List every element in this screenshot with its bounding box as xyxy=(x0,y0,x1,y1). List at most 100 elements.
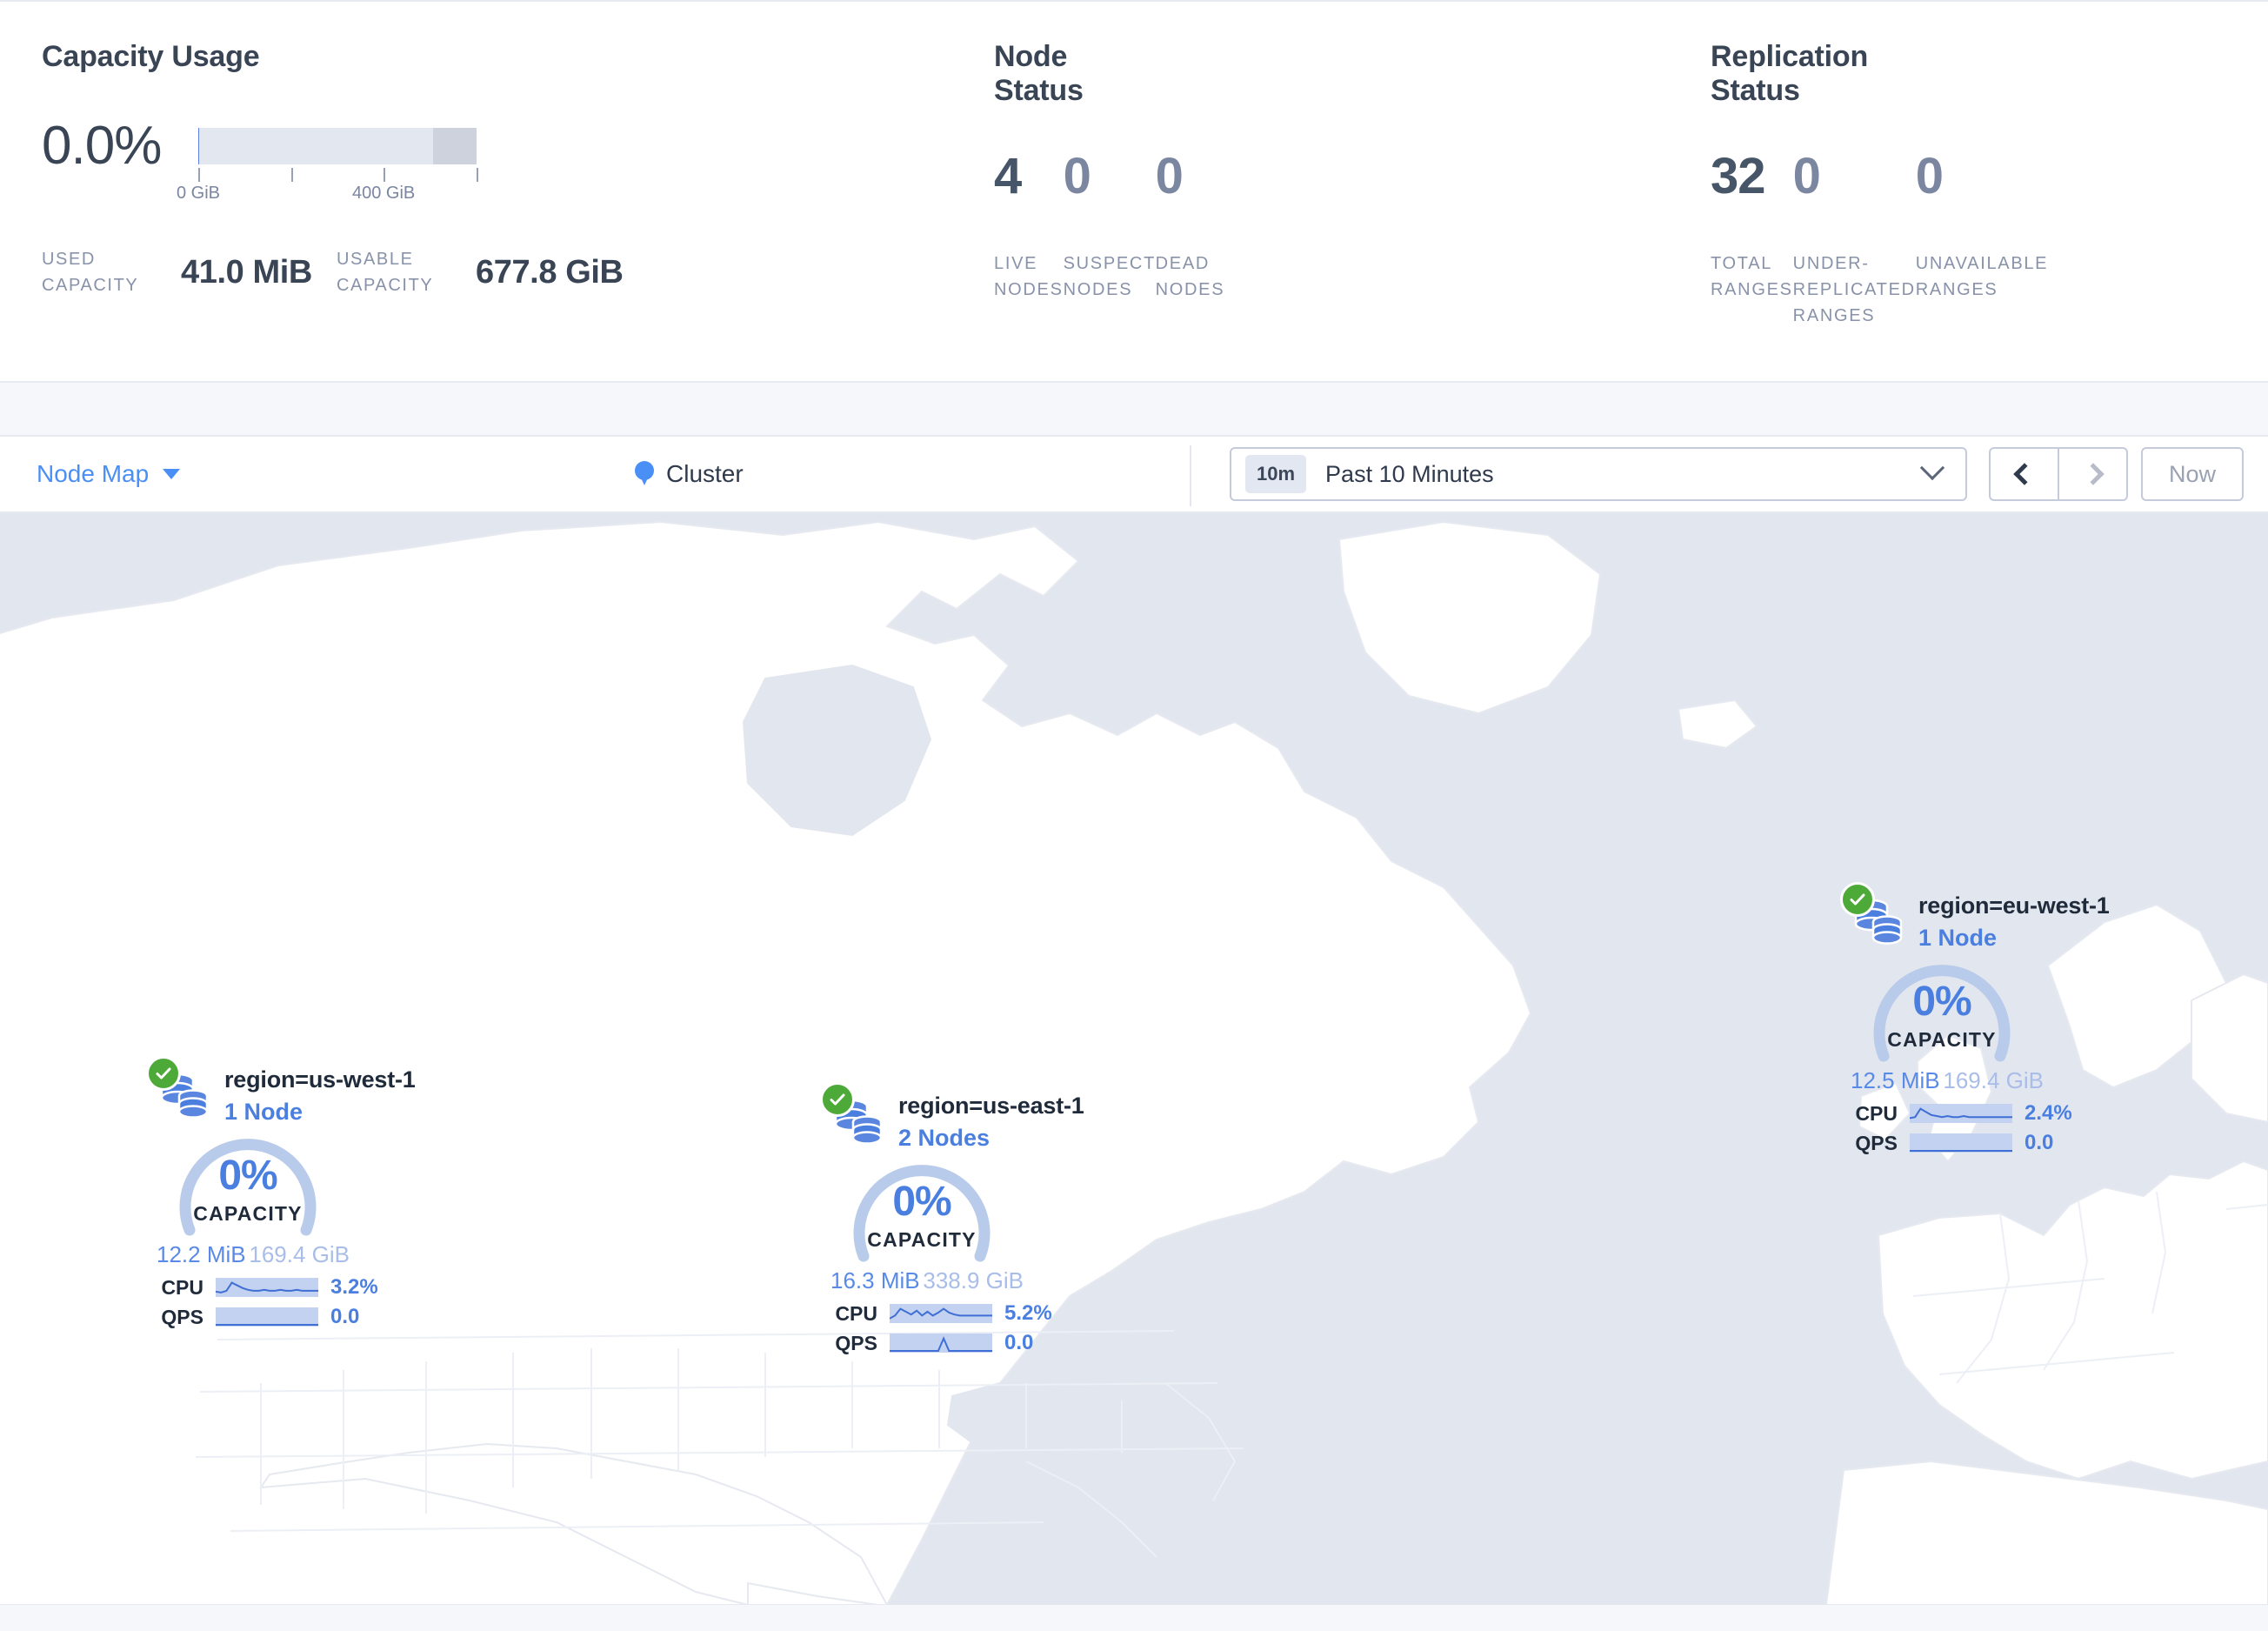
capacity-percent: 0.0% xyxy=(42,116,162,176)
time-next-button[interactable] xyxy=(2058,447,2128,501)
node-metric-row: QPS 0.0 xyxy=(830,1330,1052,1356)
database-stack-icon xyxy=(834,1099,883,1145)
capacity-gauge-arc xyxy=(853,1165,991,1262)
sparkline-graphic xyxy=(216,1281,318,1293)
node-total-bytes: 169.4 GiB xyxy=(249,1241,350,1267)
chevron-left-icon xyxy=(2012,463,2036,485)
node-capacity-sizes: 16.3 MiB 338.9 GiB xyxy=(830,1267,1024,1297)
capacity-axis-ticks: 0 GiB 400 GiB xyxy=(177,166,478,203)
node-map[interactable]: region=us-west-1 1 Node 0% CAPACITY 12.2 MiB… xyxy=(0,513,2268,1605)
map-pin-icon xyxy=(635,461,654,487)
now-button[interactable]: Now xyxy=(2141,447,2244,501)
capacity-gauge-arc xyxy=(179,1139,317,1236)
node-region-label: region=us-east-1 xyxy=(898,1093,1084,1119)
replication-status-stat-cell: 0 UNDER-REPLICATED RANGES xyxy=(1793,148,1916,329)
replication-status-stat-label: TOTAL RANGES xyxy=(1711,254,1793,299)
node-total-bytes: 169.4 GiB xyxy=(1943,1067,2044,1093)
capacity-usage-card: Capacity Usage 0.0% 0 GiB 400 GiB USED CA… xyxy=(0,2,991,381)
node-capacity-gauge: 0% CAPACITY xyxy=(157,1127,339,1236)
node-marker-header: region=us-west-1 1 Node xyxy=(146,1056,416,1127)
node-metric-row: QPS 0.0 xyxy=(157,1304,378,1330)
node-used-bytes: 16.3 MiB xyxy=(830,1267,920,1293)
node-marker-eu-west-1[interactable]: region=eu-west-1 1 Node 0% CAPACITY 12.5 MiB… xyxy=(1840,882,2110,1156)
node-count-label[interactable]: 2 Nodes xyxy=(898,1125,991,1151)
used-capacity-stat: USED CAPACITY 41.0 MiB xyxy=(42,246,312,298)
node-count-label[interactable]: 1 Node xyxy=(224,1099,304,1125)
node-capacity-gauge: 0% CAPACITY xyxy=(1851,953,2033,1062)
node-metric-value: 2.4% xyxy=(2025,1101,2072,1125)
node-capacity-percent: 0% xyxy=(1912,979,1971,1025)
node-metric-row: CPU 2.4% xyxy=(1851,1100,2072,1126)
node-status-stat-label: DEAD NODES xyxy=(1155,254,1225,299)
node-marker-labels: region=us-west-1 1 Node xyxy=(224,1066,416,1126)
used-capacity-label: USED CAPACITY xyxy=(42,250,139,295)
time-nav-group xyxy=(1989,447,2128,501)
capacity-axis-tick-label: 400 GiB xyxy=(351,184,416,203)
sparkline-graphic xyxy=(216,1324,318,1326)
capacity-bar-overhead-fill xyxy=(433,128,477,164)
node-metric-row: QPS 0.0 xyxy=(1851,1130,2072,1156)
usable-capacity-label: USABLE CAPACITY xyxy=(336,250,434,295)
capacity-gauge-arc xyxy=(1873,965,2011,1062)
node-status-stat-value: 4 xyxy=(994,148,1022,204)
capacity-bar-wrap: 0 GiB 400 GiB xyxy=(177,116,485,203)
node-metric-value: 0.0 xyxy=(2025,1131,2054,1154)
node-metric-sparkline xyxy=(216,1307,318,1327)
node-marker-us-east-1[interactable]: region=us-east-1 2 Nodes 0% CAPACITY 16.3 Mi… xyxy=(820,1082,1084,1356)
node-capacity-caption: CAPACITY xyxy=(1887,1028,1997,1051)
chevron-down-icon xyxy=(1919,455,1945,481)
capacity-bar-used-fill xyxy=(198,128,199,164)
check-circle-icon xyxy=(1840,882,1875,917)
node-metric-row: CPU 3.2% xyxy=(157,1274,378,1300)
check-circle-icon xyxy=(146,1056,181,1091)
node-capacity-gauge: 0% CAPACITY xyxy=(830,1153,1013,1262)
capacity-axis-tick-label: 0 GiB xyxy=(176,184,221,203)
node-used-bytes: 12.2 MiB xyxy=(157,1241,246,1267)
node-marker-us-west-1[interactable]: region=us-west-1 1 Node 0% CAPACITY 12.2 MiB… xyxy=(146,1056,416,1330)
node-capacity-sizes: 12.5 MiB 169.4 GiB xyxy=(1851,1067,2044,1097)
node-metric-label: CPU xyxy=(835,1301,877,1325)
node-status-stat-label: LIVE NODES xyxy=(994,254,1064,299)
node-marker-header: region=us-east-1 2 Nodes xyxy=(820,1082,1084,1153)
replication-status-stat-label: UNAVAILABLE RANGES xyxy=(1915,254,2049,299)
node-status-stat-cell: 0 DEAD NODES xyxy=(1156,148,1225,303)
time-range-selector[interactable]: 10m Past 10 Minutes xyxy=(1230,447,1967,501)
node-capacity-percent: 0% xyxy=(892,1179,951,1225)
node-metric-sparkline xyxy=(216,1278,318,1297)
node-metric-label: QPS xyxy=(835,1331,877,1354)
capacity-axis-tick xyxy=(384,168,386,182)
node-metric-sparkline xyxy=(890,1304,992,1323)
database-stack-icon xyxy=(830,1096,886,1150)
node-metric-sparkline xyxy=(1910,1133,2012,1153)
breadcrumb-label: Cluster xyxy=(666,460,744,487)
node-metric-sparkline xyxy=(890,1334,992,1353)
sparkline-graphic xyxy=(1910,1150,2012,1152)
node-region-label: region=eu-west-1 xyxy=(1918,892,2110,919)
capacity-stats-row: USED CAPACITY 41.0 MiB USABLE CAPACITY 6… xyxy=(42,246,991,298)
time-range-label: Past 10 Minutes xyxy=(1325,460,1494,487)
node-metric-value: 5.2% xyxy=(1004,1301,1052,1325)
replication-status-card: Replication Status 32 TOTAL RANGES 0 UNDER-… xyxy=(0,2,2047,381)
node-capacity-caption: CAPACITY xyxy=(193,1202,303,1225)
node-metric-label: CPU xyxy=(1855,1101,1898,1125)
capacity-axis-tick xyxy=(290,168,293,182)
capacity-usage-title: Capacity Usage xyxy=(42,40,260,73)
view-selector-dropdown[interactable]: Node Map xyxy=(37,460,181,488)
node-metric-row: CPU 5.2% xyxy=(830,1300,1052,1327)
node-status-stat-cell: 0 SUSPECT NODES xyxy=(1064,148,1156,303)
node-capacity-caption: CAPACITY xyxy=(867,1228,977,1251)
replication-status-stat-value: 32 xyxy=(1711,148,1766,204)
time-range-badge: 10m xyxy=(1245,455,1307,493)
node-status-stat-label: SUSPECT NODES xyxy=(1063,254,1156,299)
capacity-axis-tick xyxy=(198,168,200,182)
node-count-label[interactable]: 1 Node xyxy=(1918,925,1998,951)
node-metric-label: QPS xyxy=(161,1305,203,1328)
node-region-label: region=us-west-1 xyxy=(224,1066,416,1093)
breadcrumb[interactable]: Cluster xyxy=(635,460,744,488)
node-metric-value: 3.2% xyxy=(330,1275,378,1299)
capacity-gauge-row: 0.0% 0 GiB 400 GiB xyxy=(42,116,991,203)
time-prev-button[interactable] xyxy=(1989,447,2058,501)
sparkline-graphic xyxy=(1910,1107,2012,1120)
check-circle-icon xyxy=(820,1082,855,1117)
node-used-bytes: 12.5 MiB xyxy=(1851,1067,1940,1093)
